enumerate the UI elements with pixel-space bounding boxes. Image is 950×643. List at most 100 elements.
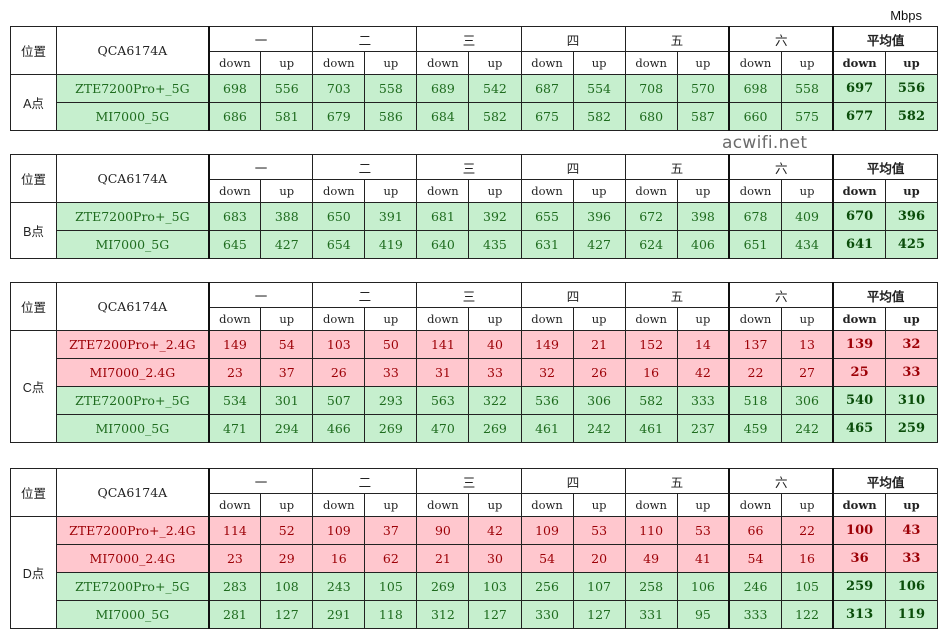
speed-table: 位置 QCA6174A 一二三四五六平均值 down up down up down up dow… <box>9 468 939 629</box>
up-value: 419 <box>364 230 418 259</box>
up-subheader: up <box>676 307 730 331</box>
up-value: 108 <box>260 572 314 601</box>
location-label: A点 <box>9 74 58 131</box>
down-value: 686 <box>207 102 262 131</box>
up-subheader: up <box>260 179 314 203</box>
up-value: 20 <box>572 544 626 573</box>
up-value: 434 <box>780 230 834 259</box>
up-value: 581 <box>260 102 314 131</box>
up-value: 558 <box>364 74 418 103</box>
down-value: 624 <box>624 230 678 259</box>
up-subheader: up <box>780 307 834 331</box>
chip-label: QCA6174A <box>56 282 210 331</box>
down-value: 114 <box>207 516 262 545</box>
chip-label: QCA6174A <box>56 468 210 517</box>
down-value: 660 <box>728 102 782 131</box>
down-value: 534 <box>207 386 262 415</box>
device-name: ZTE7200Pro+_5G <box>56 386 210 415</box>
up-value: 118 <box>364 600 418 629</box>
up-value: 27 <box>780 358 834 387</box>
down-value: 54 <box>520 544 574 573</box>
chip-label: QCA6174A <box>56 26 210 75</box>
up-subheader: up <box>676 493 730 517</box>
up-value: 53 <box>572 516 626 545</box>
avg-down-value: 697 <box>832 74 886 103</box>
down-value: 675 <box>520 102 574 131</box>
down-subheader: down <box>207 51 262 75</box>
up-value: 122 <box>780 600 834 629</box>
round-header: 六 <box>728 26 834 52</box>
avg-down-value: 100 <box>832 516 886 545</box>
down-subheader: down <box>416 307 470 331</box>
down-value: 471 <box>207 414 262 443</box>
down-value: 507 <box>312 386 366 415</box>
round-header: 三 <box>416 282 522 308</box>
up-value: 242 <box>572 414 626 443</box>
up-subheader: up <box>572 493 626 517</box>
avg-up-subheader: up <box>884 51 939 75</box>
avg-up-value: 396 <box>884 202 939 231</box>
down-value: 645 <box>207 230 262 259</box>
down-value: 243 <box>312 572 366 601</box>
up-subheader: up <box>468 179 522 203</box>
unit-label: Mbps <box>890 8 922 23</box>
down-value: 698 <box>207 74 262 103</box>
avg-down-subheader: down <box>832 307 886 331</box>
down-value: 21 <box>416 544 470 573</box>
up-value: 542 <box>468 74 522 103</box>
down-value: 536 <box>520 386 574 415</box>
up-value: 103 <box>468 572 522 601</box>
table-row: D点 ZTE7200Pro+_2.4G 114 52 109 37 90 42 109 53 110… <box>9 516 939 629</box>
up-value: 52 <box>260 516 314 545</box>
round-header: 二 <box>312 26 418 52</box>
table-row: C点 ZTE7200Pro+_2.4G 149 54 103 50 141 40 149 21 15… <box>9 330 939 443</box>
down-subheader: down <box>312 51 366 75</box>
round-header: 六 <box>728 154 834 180</box>
avg-up-value: 33 <box>884 358 939 387</box>
down-value: 32 <box>520 358 574 387</box>
down-value: 258 <box>624 572 678 601</box>
round-header: 四 <box>520 26 626 52</box>
round-header: 二 <box>312 468 418 494</box>
down-value: 66 <box>728 516 782 545</box>
down-value: 470 <box>416 414 470 443</box>
up-subheader: up <box>676 51 730 75</box>
up-subheader: up <box>468 493 522 517</box>
down-value: 256 <box>520 572 574 601</box>
up-subheader: up <box>780 51 834 75</box>
up-value: 293 <box>364 386 418 415</box>
up-value: 42 <box>468 516 522 545</box>
avg-down-value: 465 <box>832 414 886 443</box>
position-header: 位置 <box>9 26 58 75</box>
up-value: 237 <box>676 414 730 443</box>
avg-up-value: 310 <box>884 386 939 415</box>
up-value: 95 <box>676 600 730 629</box>
up-value: 392 <box>468 202 522 231</box>
location-label: C点 <box>9 330 58 443</box>
down-subheader: down <box>207 307 262 331</box>
up-value: 30 <box>468 544 522 573</box>
down-value: 26 <box>312 358 366 387</box>
down-value: 16 <box>312 544 366 573</box>
up-value: 333 <box>676 386 730 415</box>
avg-down-subheader: down <box>832 179 886 203</box>
table-row: MI7000_5G 281 127 291 118 312 127 330 127 331 95 33… <box>11 600 939 629</box>
average-header: 平均值 <box>832 282 939 308</box>
down-value: 459 <box>728 414 782 443</box>
avg-up-value: 119 <box>884 600 939 629</box>
down-subheader: down <box>624 307 678 331</box>
round-header: 三 <box>416 26 522 52</box>
down-subheader: down <box>416 179 470 203</box>
round-header: 六 <box>728 468 834 494</box>
up-subheader: up <box>780 493 834 517</box>
down-value: 466 <box>312 414 366 443</box>
down-value: 23 <box>207 544 262 573</box>
down-value: 49 <box>624 544 678 573</box>
down-value: 281 <box>207 600 262 629</box>
up-value: 50 <box>364 330 418 359</box>
round-header: 一 <box>207 282 314 308</box>
avg-down-value: 670 <box>832 202 886 231</box>
up-value: 107 <box>572 572 626 601</box>
down-value: 333 <box>728 600 782 629</box>
up-subheader: up <box>780 179 834 203</box>
